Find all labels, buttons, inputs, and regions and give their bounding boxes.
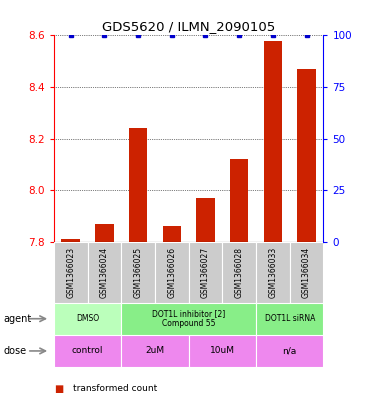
Bar [297, 69, 316, 242]
Text: transformed count: transformed count [73, 384, 157, 393]
Text: ■: ■ [54, 384, 63, 393]
Text: agent: agent [4, 314, 32, 324]
Bar [54, 303, 121, 335]
Text: DOT1L siRNA: DOT1L siRNA [264, 314, 315, 323]
Bar [54, 242, 88, 303]
Bar [162, 226, 181, 242]
Bar [121, 303, 256, 335]
Text: GSM1366026: GSM1366026 [167, 246, 176, 298]
Text: GSM1366027: GSM1366027 [201, 246, 210, 298]
Title: GDS5620 / ILMN_2090105: GDS5620 / ILMN_2090105 [102, 20, 275, 33]
Text: 2uM: 2uM [146, 347, 164, 355]
Bar [62, 239, 80, 242]
Text: GSM1366025: GSM1366025 [134, 246, 142, 298]
Text: DMSO: DMSO [76, 314, 99, 323]
Text: GSM1366028: GSM1366028 [235, 247, 244, 298]
Bar [256, 303, 323, 335]
Bar [196, 198, 215, 242]
Bar [95, 224, 114, 242]
Bar [290, 242, 323, 303]
Text: GSM1366034: GSM1366034 [302, 246, 311, 298]
Text: GSM1366024: GSM1366024 [100, 246, 109, 298]
Bar [256, 242, 290, 303]
Text: control: control [72, 347, 103, 355]
Text: 10uM: 10uM [210, 347, 235, 355]
Text: DOT1L inhibitor [2]
Compound 55: DOT1L inhibitor [2] Compound 55 [152, 309, 225, 329]
Bar [121, 242, 155, 303]
Bar [189, 242, 223, 303]
Bar [54, 335, 121, 367]
Bar [230, 159, 248, 242]
Bar [155, 242, 189, 303]
Bar [189, 335, 256, 367]
Bar [264, 40, 282, 242]
Bar [256, 335, 323, 367]
Text: dose: dose [4, 346, 27, 356]
Bar [121, 335, 189, 367]
Text: GSM1366023: GSM1366023 [66, 246, 75, 298]
Bar [223, 242, 256, 303]
Bar [88, 242, 121, 303]
Bar [129, 128, 147, 242]
Text: GSM1366033: GSM1366033 [268, 246, 277, 298]
Text: n/a: n/a [283, 347, 297, 355]
